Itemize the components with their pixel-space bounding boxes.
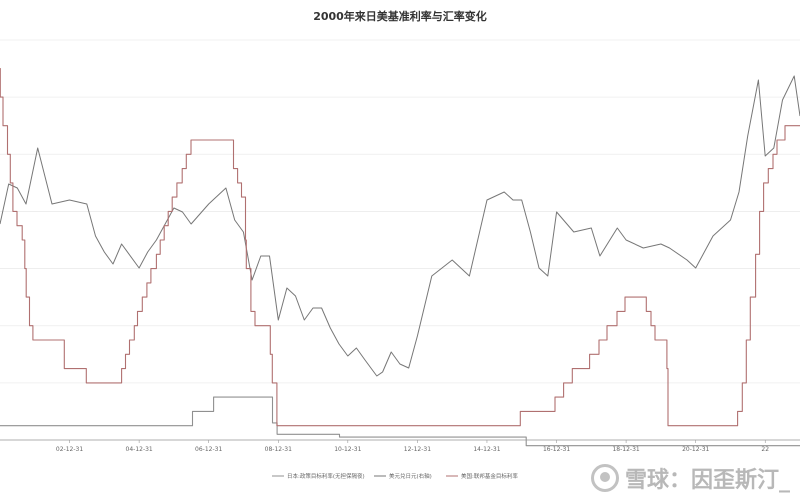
x-tick-label: 04-12-31 [126,446,153,453]
watermark-text: 雪球：因歪斯汀_ [624,468,790,493]
series-line-1 [0,75,800,377]
series-line-0 [0,396,800,447]
x-tick-label: 08-12-31 [265,446,292,453]
series-line-2 [0,68,800,427]
x-tick-label: 16-12-31 [543,446,570,453]
x-axis: 02-12-31 04-12-31 06-12-31 08-12-31 10-12-31… [0,439,800,453]
grid-lines [0,39,800,441]
legend-label: 日本:政策目标利率(无担保隔夜) [287,472,365,480]
x-tick-label: 10-12-31 [334,446,361,453]
chart-title: 2000年来日美基准利率与汇率变化 [313,10,487,23]
x-tick-label: 06-12-31 [195,446,222,453]
xueqiu-logo-icon [590,464,619,492]
x-tick-label: 14-12-31 [473,446,500,453]
x-tick-label: 22 [761,446,769,453]
x-tick-label: 18-12-31 [612,446,639,453]
legend-label: 美元兑日元(右轴) [389,472,432,480]
x-tick-label: 12-12-31 [404,446,431,453]
x-tick-label: 20-12-31 [682,446,709,453]
legend-label: 美国:联邦基金目标利率 [461,472,518,480]
x-tick-label: 02-12-31 [56,446,83,453]
series-lines [0,68,800,447]
legend: 日本:政策目标利率(无担保隔夜) 美元兑日元(右轴) 美国:联邦基金目标利率 [272,472,518,480]
xueqiu-watermark: 雪球：因歪斯汀_ [590,462,790,494]
